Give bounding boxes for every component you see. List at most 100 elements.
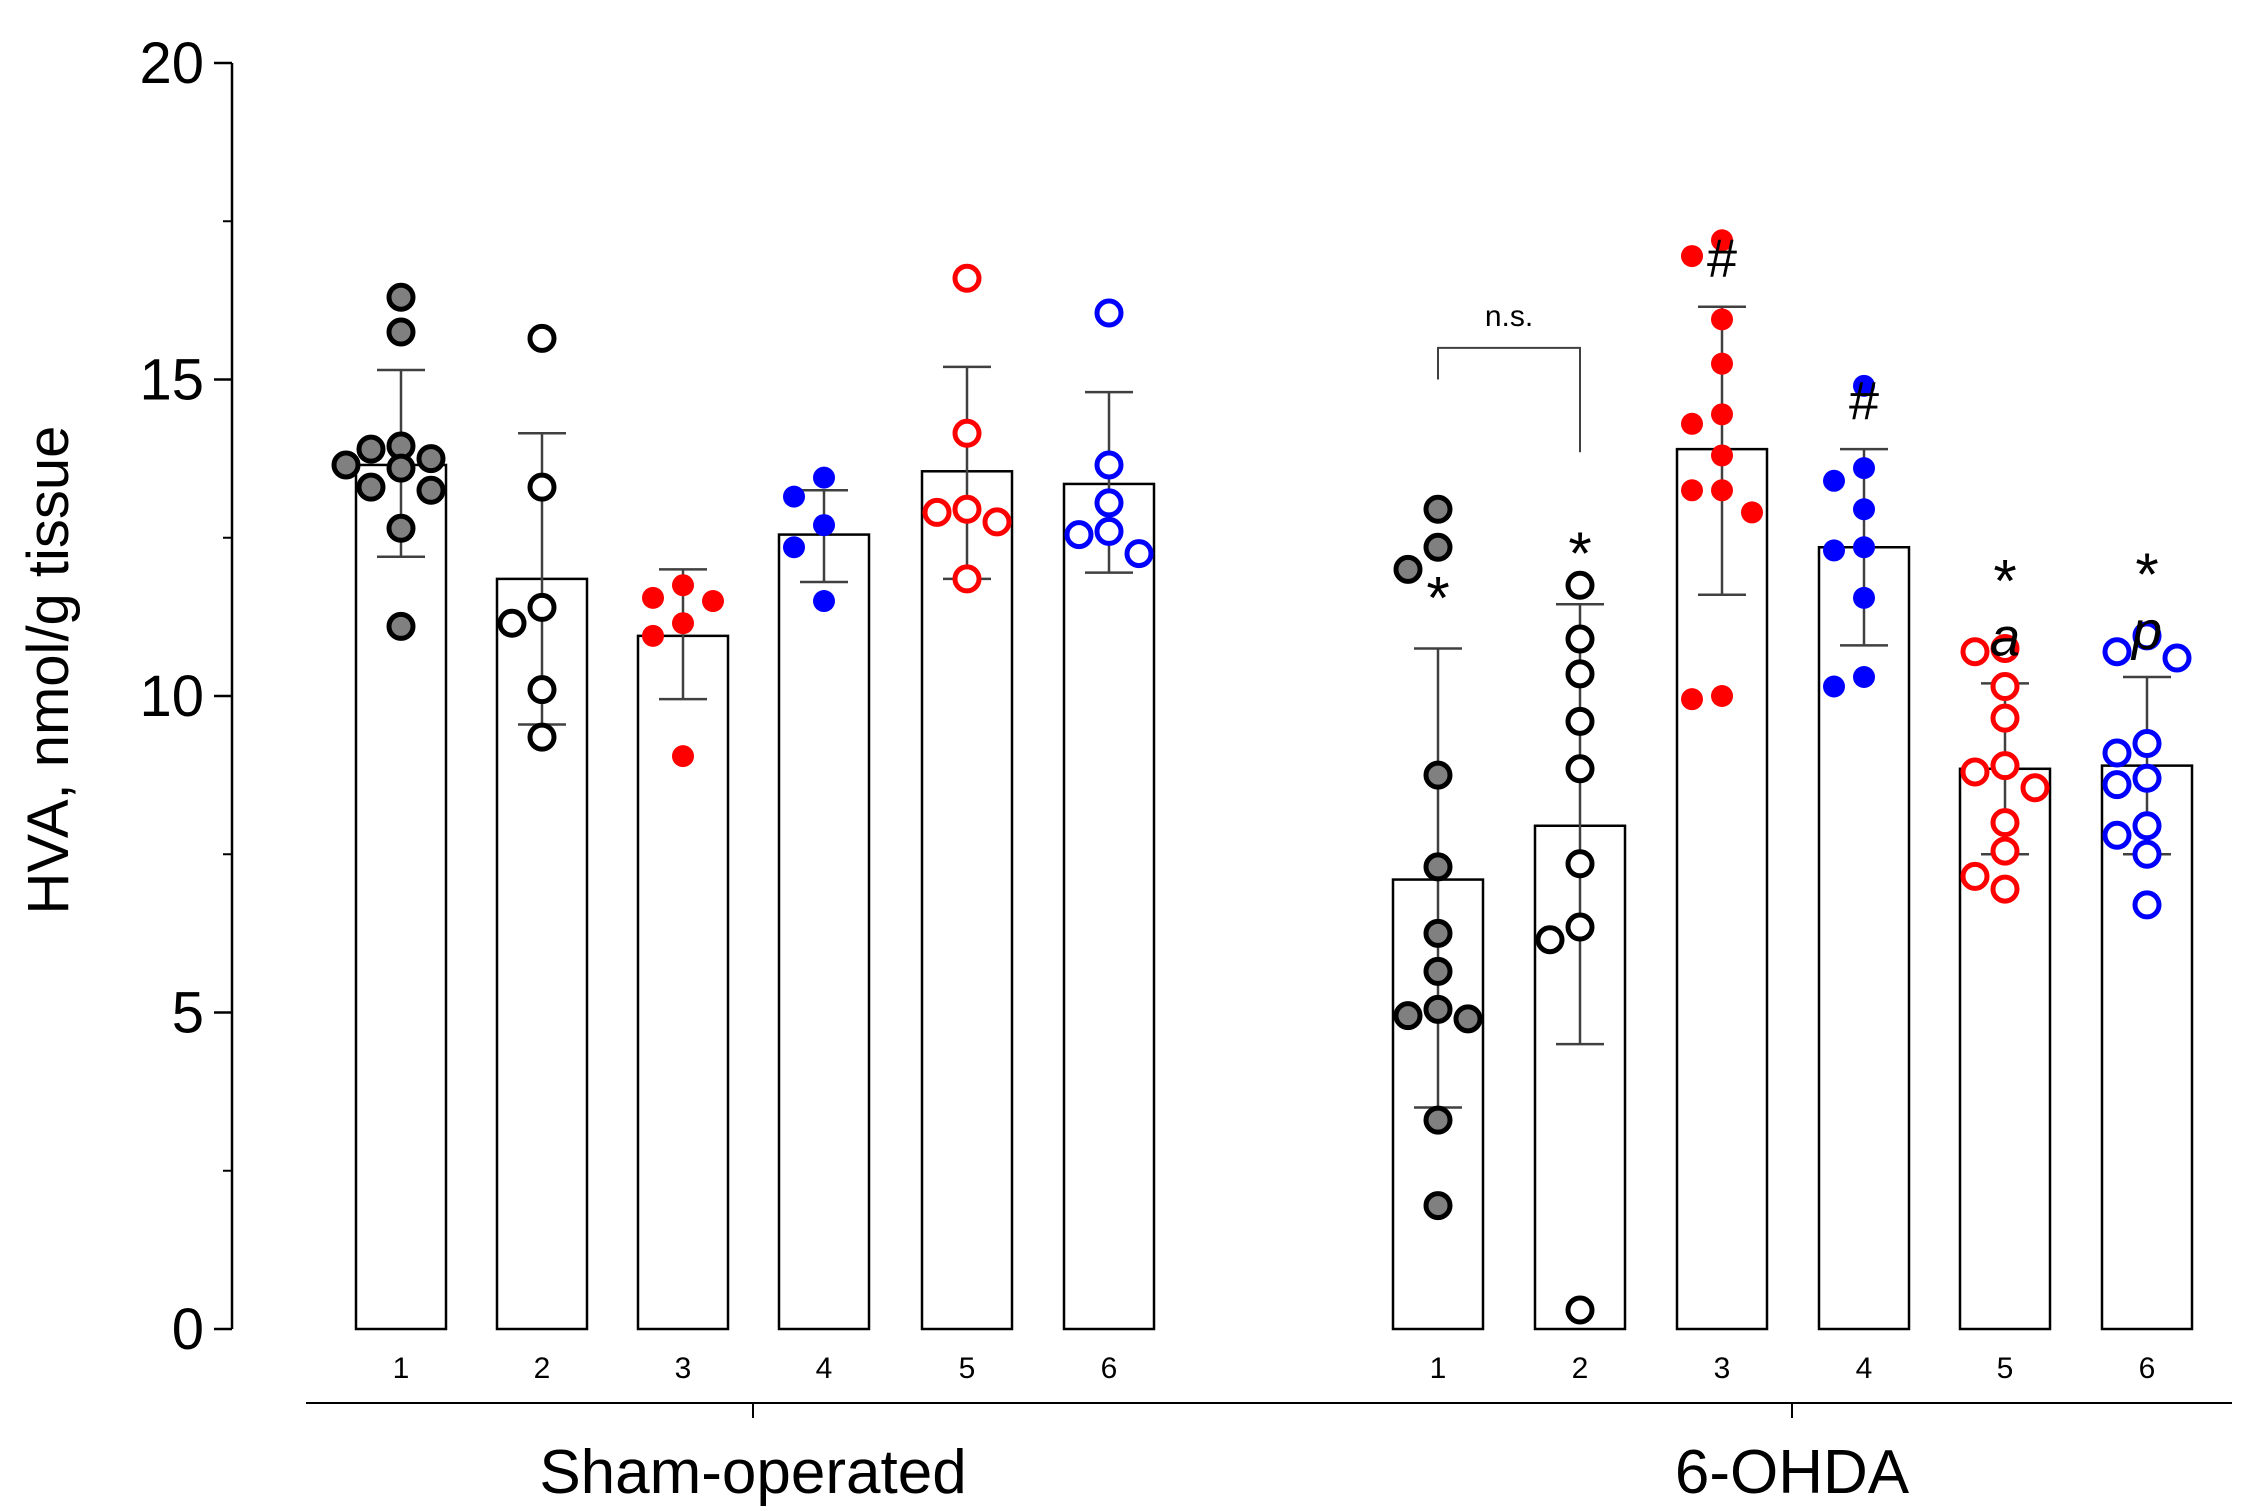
x-tick-labels: 1 2 3 4 5 6 1 2 3 4 5 6 bbox=[393, 1352, 2156, 1385]
significance-marker: * bbox=[1993, 547, 2016, 614]
data-point bbox=[813, 514, 835, 537]
data-point bbox=[813, 466, 835, 489]
y-tick-label: 15 bbox=[139, 348, 204, 413]
bar bbox=[354, 463, 448, 1331]
data-point bbox=[1823, 469, 1845, 492]
data-point bbox=[642, 586, 664, 609]
data-point bbox=[1423, 956, 1453, 986]
bar bbox=[1062, 482, 1156, 1331]
data-point bbox=[1124, 539, 1154, 569]
x-tick-label: 2 bbox=[1572, 1352, 1589, 1385]
data-point bbox=[1423, 532, 1453, 562]
x-tick-label: 6 bbox=[1101, 1352, 1118, 1385]
data-point bbox=[497, 608, 527, 638]
data-point bbox=[672, 574, 694, 597]
data-point bbox=[2132, 839, 2162, 869]
data-point bbox=[1823, 675, 1845, 698]
data-point bbox=[1094, 298, 1124, 328]
data-point bbox=[1565, 659, 1595, 689]
data-point bbox=[952, 494, 982, 524]
data-point bbox=[1565, 706, 1595, 736]
data-point bbox=[672, 745, 694, 768]
data-point bbox=[1960, 861, 1990, 891]
data-point bbox=[2132, 621, 2162, 651]
significance-marker: * bbox=[1568, 520, 1591, 587]
data-points-layer bbox=[331, 229, 2192, 1325]
data-point bbox=[386, 453, 416, 483]
data-point bbox=[952, 263, 982, 293]
data-point bbox=[527, 592, 557, 622]
y-axis: 0 5 10 15 20 bbox=[139, 31, 234, 1362]
data-point bbox=[386, 611, 416, 641]
data-point bbox=[1711, 308, 1733, 331]
data-point bbox=[1990, 751, 2020, 781]
data-point bbox=[1853, 666, 1875, 689]
y-tick-label: 10 bbox=[139, 664, 204, 729]
x-tick-label: 5 bbox=[959, 1352, 976, 1385]
data-point bbox=[702, 590, 724, 613]
significance-sublabel: a bbox=[1990, 607, 2020, 667]
data-point bbox=[2132, 811, 2162, 841]
significance-marker: * bbox=[2135, 541, 2158, 608]
data-point bbox=[1423, 760, 1453, 790]
ns-label: n.s. bbox=[1485, 300, 1533, 333]
x-tick-label: 4 bbox=[816, 1352, 833, 1385]
data-point bbox=[1393, 554, 1423, 584]
data-point bbox=[1990, 634, 2020, 664]
data-point bbox=[416, 444, 446, 474]
data-point bbox=[416, 475, 446, 505]
data-point bbox=[1853, 374, 1875, 397]
data-point bbox=[1423, 494, 1453, 524]
data-point bbox=[2102, 637, 2132, 667]
data-point bbox=[386, 317, 416, 347]
data-point bbox=[922, 497, 952, 527]
data-point bbox=[386, 282, 416, 312]
data-point bbox=[982, 507, 1012, 537]
data-point bbox=[783, 485, 805, 508]
y-tick-label: 20 bbox=[139, 31, 204, 96]
x-tick-label: 4 bbox=[1856, 1352, 1873, 1385]
data-point bbox=[2102, 820, 2132, 850]
x-tick-label: 3 bbox=[675, 1352, 692, 1385]
data-point bbox=[1853, 498, 1875, 521]
data-point bbox=[2132, 890, 2162, 920]
data-point bbox=[356, 472, 386, 502]
bar bbox=[920, 470, 1014, 1331]
group-axis: Sham-operated 6-OHDA bbox=[306, 1402, 2232, 1507]
data-point bbox=[1094, 516, 1124, 546]
data-point bbox=[2102, 738, 2132, 768]
data-point bbox=[1711, 444, 1733, 467]
data-point bbox=[1681, 245, 1703, 268]
data-point bbox=[813, 590, 835, 613]
data-point bbox=[1823, 539, 1845, 562]
data-point bbox=[1711, 685, 1733, 707]
data-point bbox=[672, 612, 694, 635]
x-tick-label: 3 bbox=[1714, 1352, 1731, 1385]
data-point bbox=[1990, 874, 2020, 904]
y-tick-label: 5 bbox=[172, 981, 204, 1046]
data-point bbox=[527, 722, 557, 752]
data-point bbox=[1393, 1001, 1423, 1031]
data-point bbox=[2102, 770, 2132, 800]
y-axis-label: HVA, nmol/g tissue bbox=[16, 426, 81, 915]
data-point bbox=[1853, 457, 1875, 480]
data-point bbox=[527, 472, 557, 502]
significance-marker: * bbox=[1426, 565, 1449, 632]
bar bbox=[777, 533, 871, 1331]
group-label-sham-operated: Sham-operated bbox=[539, 1438, 966, 1507]
x-tick-label: 1 bbox=[1430, 1352, 1447, 1385]
data-point bbox=[1453, 1004, 1483, 1034]
x-tick-label: 6 bbox=[2139, 1352, 2156, 1385]
data-point bbox=[1711, 403, 1733, 426]
data-point bbox=[331, 450, 361, 480]
ns-bracket bbox=[1437, 346, 1581, 453]
data-point bbox=[527, 675, 557, 705]
annotations-layer: **##*a*pn.s. bbox=[1426, 229, 2162, 668]
data-point bbox=[356, 434, 386, 464]
data-point bbox=[1711, 479, 1733, 502]
data-point bbox=[952, 418, 982, 448]
data-point bbox=[1990, 808, 2020, 838]
bars-layer bbox=[354, 447, 2194, 1331]
data-point bbox=[783, 536, 805, 559]
data-point bbox=[1853, 586, 1875, 609]
